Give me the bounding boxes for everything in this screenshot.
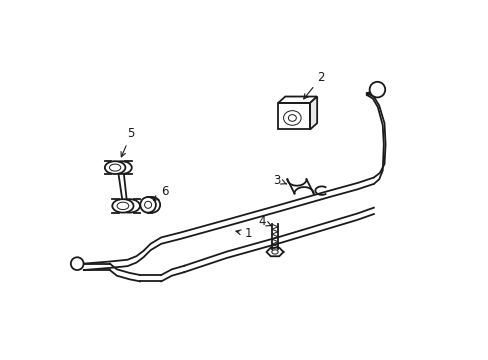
Ellipse shape (283, 111, 301, 125)
Circle shape (369, 82, 385, 98)
Polygon shape (309, 96, 317, 130)
Ellipse shape (288, 114, 296, 121)
Text: 1: 1 (236, 228, 251, 240)
Circle shape (71, 257, 83, 270)
Ellipse shape (112, 199, 133, 213)
Text: 5: 5 (121, 127, 135, 157)
Ellipse shape (144, 197, 160, 213)
Ellipse shape (140, 197, 156, 213)
Text: 2: 2 (303, 71, 325, 99)
Polygon shape (278, 96, 317, 103)
Ellipse shape (119, 199, 140, 213)
Text: 4: 4 (258, 215, 271, 228)
Ellipse shape (271, 250, 278, 254)
Ellipse shape (117, 202, 128, 210)
FancyBboxPatch shape (278, 103, 309, 130)
Ellipse shape (111, 161, 132, 174)
Ellipse shape (104, 161, 125, 174)
Ellipse shape (109, 164, 121, 171)
Ellipse shape (144, 201, 151, 208)
Text: 3: 3 (273, 174, 286, 186)
Text: 6: 6 (153, 185, 168, 201)
